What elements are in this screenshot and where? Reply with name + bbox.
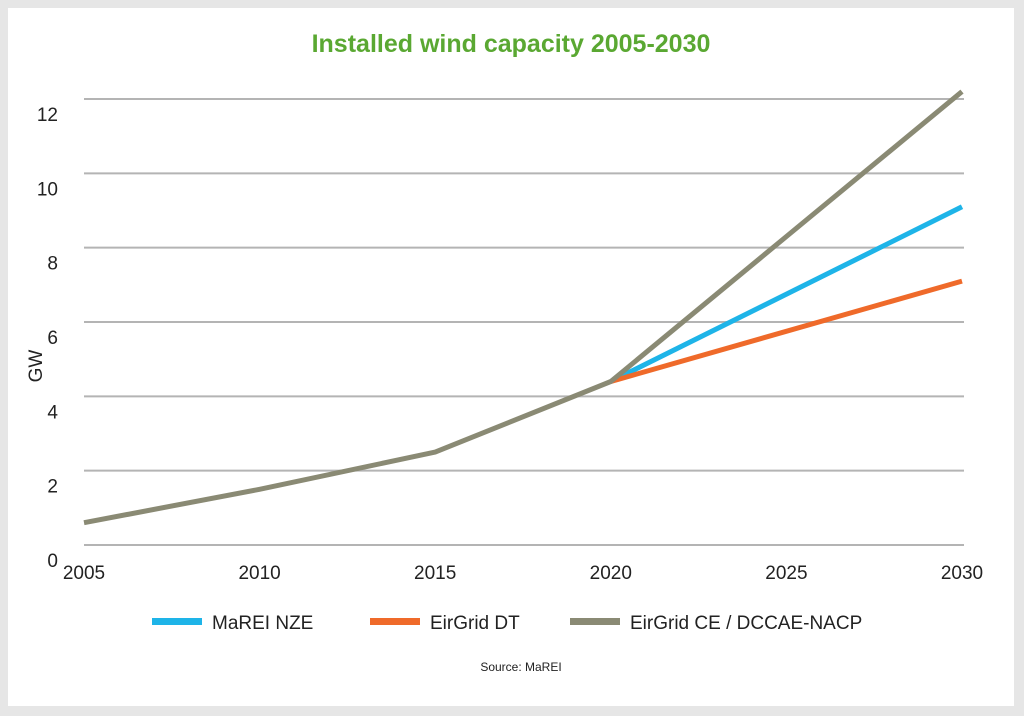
x-tick-label: 2010: [238, 563, 280, 584]
legend-label: MaREI NZE: [212, 613, 313, 634]
x-tick-label: 2025: [765, 563, 807, 584]
series-line-2: [83, 89, 964, 526]
y-axis-label: GW: [26, 350, 47, 383]
chart-title: Installed wind capacity 2005-2030: [312, 30, 711, 58]
y-tick-label: 6: [47, 328, 58, 349]
source-note: Source: MaREI: [480, 660, 561, 674]
legend-swatch: [570, 618, 620, 625]
legend-label: EirGrid DT: [430, 613, 520, 634]
x-tick-label: 2015: [414, 563, 456, 584]
x-axis-ticks: 2005 2010 2015 2020 2025 2030: [63, 563, 983, 584]
y-tick-label: 8: [47, 254, 58, 275]
series-line-0: [609, 204, 964, 384]
x-tick-label: 2020: [590, 563, 632, 584]
legend: MaREI NZE EirGrid DT EirGrid CE / DCCAE-NA…: [152, 613, 862, 634]
chart-card: 0 2 4 6 8 10 12 2005 2010 2015 2020 2025 2030 Insta…: [8, 8, 1014, 706]
y-axis-ticks: 0 2 4 6 8 10 12: [37, 105, 59, 572]
gridlines: [84, 98, 964, 546]
line-chart: 0 2 4 6 8 10 12 2005 2010 2015 2020 2025 2030 Insta…: [26, 30, 983, 674]
y-tick-label: 2: [47, 477, 58, 498]
series-lines: [83, 89, 964, 526]
x-tick-label: 2005: [63, 563, 105, 584]
series-line-1: [610, 278, 963, 384]
y-tick-label: 4: [47, 402, 58, 423]
legend-label: EirGrid CE / DCCAE-NACP: [630, 613, 862, 634]
x-tick-label: 2030: [941, 563, 983, 584]
legend-swatch: [370, 618, 420, 625]
y-tick-label: 0: [47, 551, 58, 572]
y-tick-label: 12: [37, 105, 58, 126]
legend-swatch: [152, 618, 202, 625]
y-tick-label: 10: [37, 179, 58, 200]
